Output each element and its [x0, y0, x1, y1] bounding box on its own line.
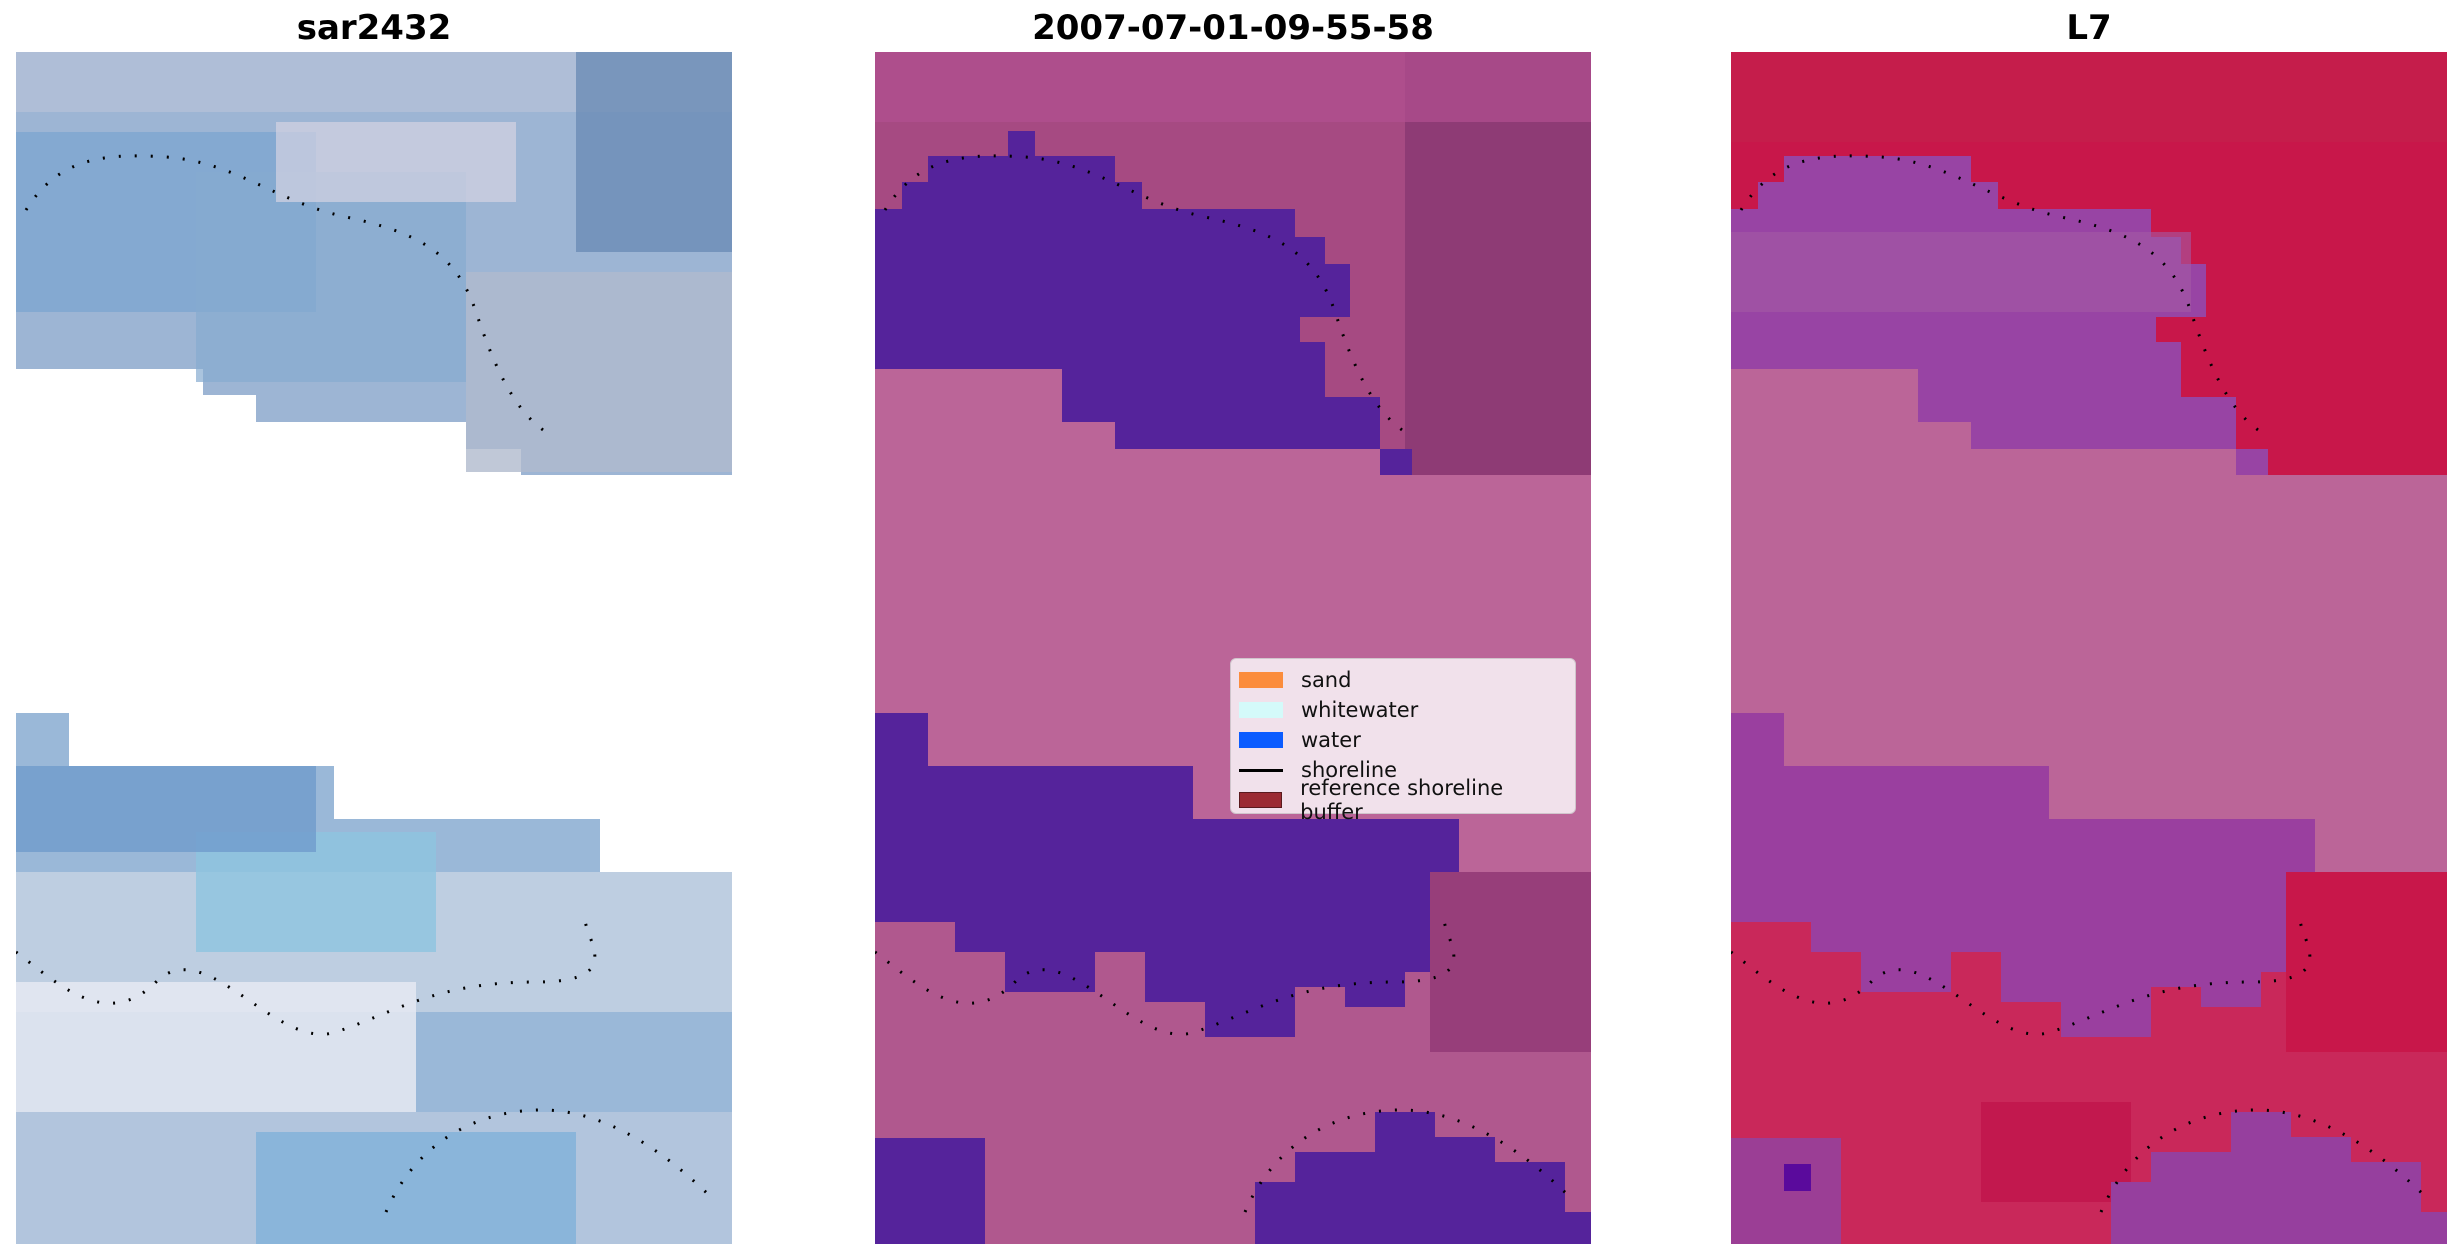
class-top-water — [875, 131, 1412, 475]
legend-swatch-sand — [1239, 672, 1283, 688]
mndwi-bottom-purple — [1731, 713, 2315, 1037]
legend-item-reference-buffer: reference shoreline buffer — [1239, 776, 1567, 824]
legend-label: whitewater — [1301, 698, 1419, 722]
legend-item-sand: sand — [1239, 665, 1567, 695]
legend-item-shoreline: shoreline — [1239, 755, 1567, 785]
legend-item-whitewater: whitewater — [1239, 695, 1567, 725]
panel-title-rgb: sar2432 — [296, 8, 452, 48]
legend-label: water — [1301, 728, 1361, 752]
legend-swatch-water — [1239, 732, 1283, 748]
legend-swatch-reference-buffer — [1239, 792, 1283, 808]
legend-label: shoreline — [1301, 758, 1398, 782]
classification-image — [875, 52, 1591, 1244]
panel-title-classification: 2007-07-01-09-55-58 — [1032, 8, 1434, 48]
legend: sand whitewater water shoreline referenc… — [1230, 658, 1576, 824]
class-bottom-water — [875, 713, 1459, 1037]
legend-item-water: water — [1239, 725, 1567, 755]
legend-label: reference shoreline buffer — [1300, 776, 1504, 824]
legend-label: sand — [1301, 668, 1352, 692]
panel-title-mndwi: L7 — [2066, 8, 2112, 48]
rgb-image — [16, 52, 732, 1244]
legend-swatch-whitewater — [1239, 702, 1283, 718]
mndwi-image — [1731, 52, 2447, 1244]
legend-swatch-shoreline — [1239, 768, 1283, 772]
